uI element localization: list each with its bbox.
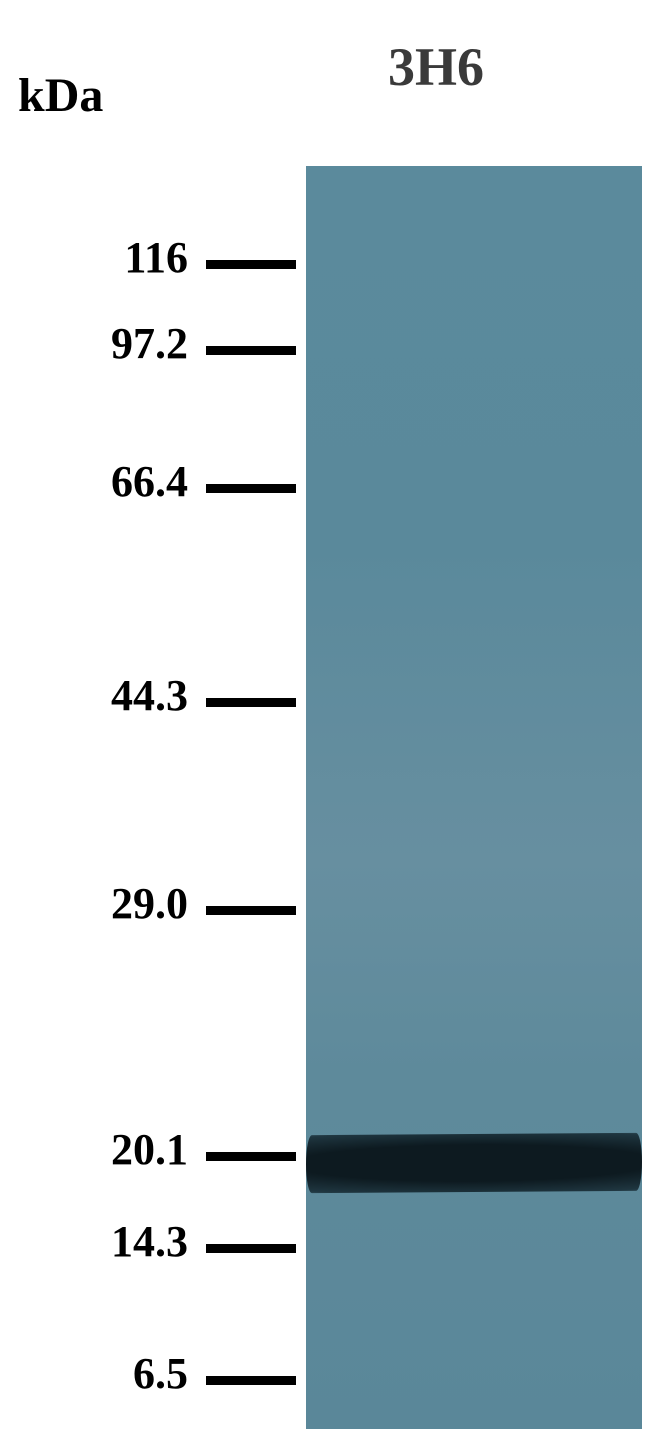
blot-lane — [306, 166, 642, 1429]
marker-label: 20.1 — [0, 1124, 188, 1175]
marker-label: 6.5 — [21, 1348, 188, 1399]
marker-tick — [206, 346, 296, 355]
blot-membrane-background — [306, 166, 642, 1429]
blot-band — [306, 1133, 642, 1193]
marker-label: 29.0 — [0, 878, 188, 929]
marker-tick — [206, 1376, 296, 1385]
marker-tick — [206, 1244, 296, 1253]
marker-label: 116 — [42, 232, 188, 283]
marker-tick — [206, 260, 296, 269]
lane-header-label: 3H6 — [388, 36, 484, 98]
marker-tick — [206, 484, 296, 493]
marker-tick — [206, 906, 296, 915]
axis-unit-label: kDa — [18, 68, 103, 123]
marker-tick — [206, 1152, 296, 1161]
marker-label: 44.3 — [0, 670, 188, 721]
marker-label: 97.2 — [0, 318, 188, 369]
western-blot-figure: kDa 3H6 116 97.2 66.4 44.3 29.0 20.1 14.3 6.5 — [0, 0, 650, 1429]
marker-tick — [206, 698, 296, 707]
marker-label: 66.4 — [0, 456, 188, 507]
marker-label: 14.3 — [0, 1216, 188, 1267]
